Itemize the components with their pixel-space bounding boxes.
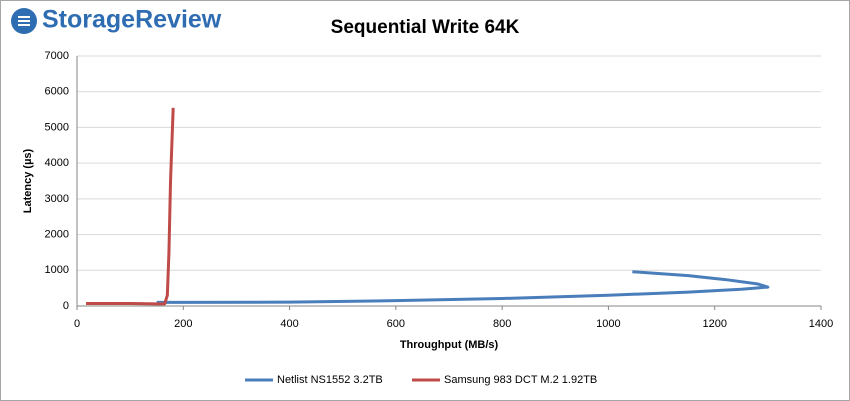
y-tick-label: 7000: [45, 50, 69, 62]
x-tick-label: 200: [174, 318, 192, 330]
x-tick-label: 0: [74, 318, 80, 330]
x-tick-label: 600: [387, 318, 405, 330]
y-tick-label: 5000: [45, 121, 69, 133]
logo-text: StorageReview: [42, 6, 222, 34]
y-tick-label: 3000: [45, 193, 69, 205]
x-tick-label: 800: [493, 318, 511, 330]
y-tick-label: 6000: [45, 86, 69, 98]
x-tick-label: 1000: [596, 318, 620, 330]
y-axis-label: Latency (µs): [22, 148, 34, 213]
y-tick-label: 1000: [45, 264, 69, 276]
y-tick-label: 0: [63, 300, 69, 312]
series-line: [156, 270, 770, 304]
x-tick-label: 1200: [702, 318, 726, 330]
logo-icon-lines: [18, 16, 30, 26]
chart-title: Sequential Write 64K: [331, 17, 520, 38]
x-tick-label: 1400: [809, 318, 833, 330]
logo: StorageReview: [11, 6, 222, 34]
x-tick-label: 400: [280, 318, 298, 330]
y-tick-label: 4000: [45, 157, 69, 169]
legend-label: Samsung 983 DCT M.2 1.92TB: [444, 374, 597, 386]
series-line: [86, 107, 175, 306]
x-axis-label: Throughput (MB/s): [400, 339, 499, 351]
y-tick-label: 2000: [45, 228, 69, 240]
legend-label: Netlist NS1552 3.2TB: [277, 374, 383, 386]
